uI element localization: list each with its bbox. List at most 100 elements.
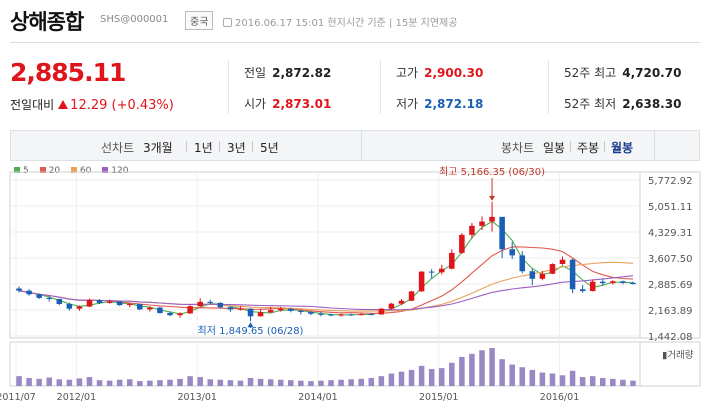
chart-toolbar: 선차트 3개월 1년 3년 5년 봉차트 일봉 주봉 월봉 (10, 130, 700, 161)
change-value: 12.29 (+0.43%) (70, 98, 174, 113)
volume-bar (539, 372, 546, 386)
candle-body (187, 306, 193, 314)
candle-body (559, 259, 566, 265)
line-chart-label[interactable]: 선차트 (101, 141, 135, 155)
y-tick-label: 1,442.08 (648, 332, 693, 343)
candle-body (489, 216, 495, 222)
volume-bar (66, 379, 73, 386)
x-tick-label: 2011/07 (0, 392, 36, 403)
candle-body (217, 302, 224, 308)
stats-divider (548, 60, 549, 114)
period-1y[interactable]: 1년 (194, 141, 213, 155)
candle-body (358, 314, 364, 316)
candle-body (499, 216, 505, 250)
volume-bar (76, 378, 83, 386)
volume-bar (46, 377, 52, 386)
volume-bar (509, 364, 515, 386)
candle-body (96, 300, 103, 303)
candle-body (408, 291, 415, 301)
candle-body (428, 271, 435, 273)
candle-body (630, 282, 636, 285)
period-5y[interactable]: 5년 (260, 141, 279, 155)
stat-prev-close: 전일 2,872.82 (244, 66, 332, 80)
candle-weekly[interactable]: 주봉 (577, 141, 600, 155)
candle-body (157, 307, 163, 314)
toolbar-sep (252, 141, 253, 152)
legend-ma20: 20 (39, 166, 60, 176)
candle-body (197, 301, 203, 307)
candle-body (288, 308, 294, 311)
stats-divider (380, 60, 381, 114)
volume-bar (126, 379, 133, 386)
period-3m[interactable]: 3개월 (143, 141, 173, 155)
index-code: SHS@000001 (100, 14, 169, 25)
volume-bar (630, 380, 636, 386)
x-tick-label: 2014/01 (298, 392, 337, 403)
candle-chart-label[interactable]: 봉차트 (501, 141, 535, 155)
candle-body (398, 300, 405, 304)
candle-body (177, 313, 183, 316)
volume-bar (428, 369, 435, 386)
volume-bar (348, 379, 354, 386)
volume-bar (16, 376, 22, 386)
stat-open: 시가 2,873.01 (244, 97, 332, 111)
stat-high: 고가 2,900.30 (396, 66, 484, 80)
low-arrow-icon (247, 322, 254, 328)
volume-bar (569, 370, 576, 386)
candle-body (539, 273, 546, 279)
candle-body (388, 303, 395, 309)
candlestick-chart[interactable]: 5,772.92 5,051.11 4,329.31 3,607.50 2,885.69… (0, 160, 710, 404)
volume-bar (217, 379, 224, 386)
ma-line-120 (18, 275, 634, 311)
toolbar-divider (654, 131, 655, 160)
candle-body (338, 314, 344, 316)
volume-bar (610, 378, 616, 386)
legend-ma120: 120 (102, 166, 128, 176)
candle-body (459, 234, 465, 253)
legend-swatch (70, 167, 77, 173)
change-label: 전일대비 (10, 98, 55, 112)
candle-monthly[interactable]: 월봉 (611, 141, 634, 155)
candle-body (509, 249, 515, 256)
volume-bar (96, 380, 103, 386)
time-info: 2016.06.17 15:01 현지시간 기준 | 15분 지연제공 (223, 14, 457, 29)
volume-bar (418, 365, 425, 386)
candle-body (438, 268, 445, 273)
volume-bar (499, 359, 505, 386)
candle-body (298, 310, 304, 312)
volume-bar (489, 348, 495, 386)
toolbar-sep (219, 141, 220, 152)
volume-bar (378, 376, 385, 386)
ma-line-60 (18, 261, 634, 312)
candle-daily[interactable]: 일봉 (543, 141, 566, 155)
volume-bar (207, 379, 214, 386)
volume-bar (479, 350, 485, 386)
toolbar-divider (361, 131, 362, 160)
volume-bar (620, 379, 626, 386)
volume-bar (167, 379, 173, 386)
volume-bar (288, 380, 294, 386)
volume-bar (358, 378, 364, 386)
volume-bar (106, 380, 113, 386)
volume-bar (298, 380, 304, 386)
y-tick-label: 5,051.11 (648, 202, 693, 213)
period-3y[interactable]: 3년 (227, 141, 246, 155)
candle-body (167, 313, 173, 316)
x-tick-label: 2013/01 (177, 392, 216, 403)
x-tick-label: 2012/01 (57, 392, 96, 403)
candle-body (549, 264, 556, 274)
volume-bar (308, 381, 314, 386)
legend-swatch (39, 167, 46, 173)
change-row: 전일대비 12.29 (+0.43%) (10, 96, 174, 113)
legend-swatch (14, 167, 20, 173)
candle-body (620, 281, 626, 283)
volume-bar (368, 377, 375, 386)
candle-body (16, 288, 22, 291)
candle-body (56, 298, 63, 305)
candle-body (378, 308, 385, 315)
candle-body (418, 271, 425, 292)
plot-frame (9, 171, 701, 339)
volume-bar (116, 379, 123, 386)
high-annotation: 최고 5,166.35 (06/30) (439, 166, 545, 178)
candle-body (610, 281, 616, 284)
